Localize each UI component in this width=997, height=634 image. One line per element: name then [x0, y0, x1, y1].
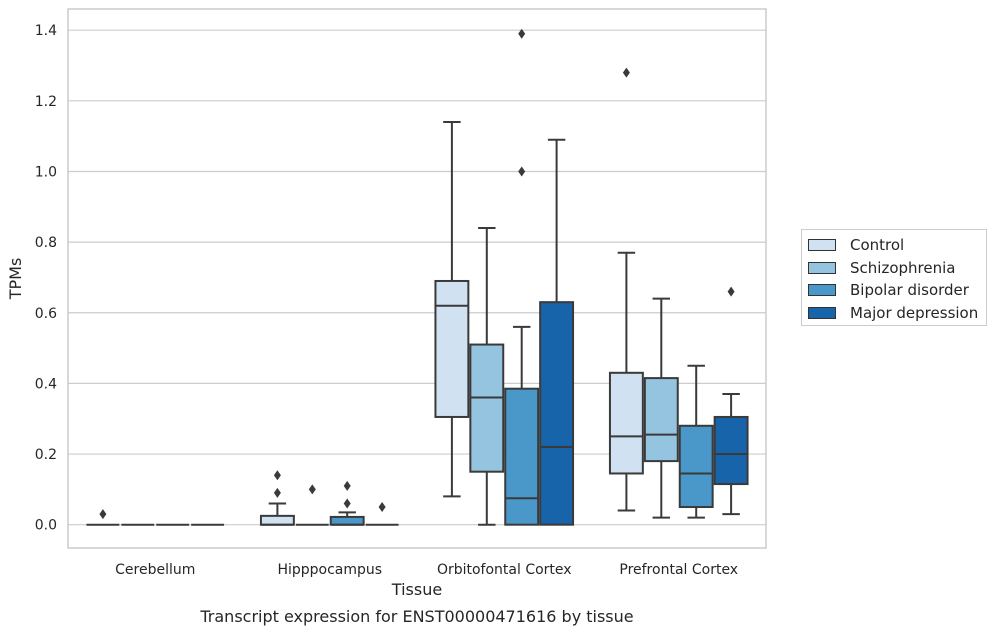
legend-swatch [808, 284, 836, 297]
box-body [713, 415, 749, 486]
y-tick-label: 1.0 [35, 164, 57, 180]
y-tick-labels: 0.0 0.2 0.4 0.6 0.8 1.0 1.2 1.4 [35, 23, 57, 533]
outlier-point [622, 67, 630, 78]
legend-item-schizophrenia: Schizophrenia [808, 257, 986, 280]
box [608, 67, 644, 512]
y-tick-label: 0.0 [35, 518, 57, 534]
box-body [608, 371, 644, 475]
outlier-point [308, 484, 316, 495]
legend-swatch [808, 306, 836, 319]
outlier-point [273, 487, 281, 498]
x-tick-label: Orbitofontal Cortex [437, 562, 572, 578]
box-body [259, 514, 295, 526]
outlier-point [273, 470, 281, 481]
legend-label: Control [850, 236, 905, 255]
outlier-point [727, 286, 735, 297]
box [678, 364, 714, 519]
legend-label: Bipolar disorder [850, 281, 969, 300]
box-body [643, 377, 679, 463]
box [713, 286, 749, 516]
box [469, 226, 505, 526]
legend-label: Schizophrenia [850, 258, 956, 277]
box [259, 470, 295, 526]
outlier-point [343, 480, 351, 491]
y-tick-label: 1.2 [35, 94, 57, 110]
box [329, 480, 365, 526]
outlier-point [99, 509, 107, 520]
box [86, 509, 120, 526]
x-tick-label: Prefrontal Cortex [619, 562, 738, 578]
legend-label: Major depression [850, 303, 979, 322]
outlier-point [518, 166, 526, 177]
x-tick-labels: Cerebellum Hipppocampus Orbitofontal Corte… [115, 562, 738, 578]
x-tick-label: Cerebellum [115, 562, 195, 578]
outlier-point [518, 28, 526, 39]
box [539, 138, 575, 526]
x-axis-label: Tissue [391, 580, 442, 599]
box-body [678, 424, 714, 509]
legend-item-bipolar-disorder: Bipolar disorder [808, 279, 986, 302]
box [504, 28, 540, 526]
box [434, 121, 470, 498]
legend-swatch [808, 261, 836, 274]
plot-frame [67, 8, 767, 549]
legend-swatch [808, 239, 836, 252]
legend-item-major-depression: Major depression [808, 302, 986, 325]
outlier-point [343, 498, 351, 509]
box [295, 484, 329, 526]
y-tick-label: 0.4 [35, 376, 57, 392]
box-body [539, 301, 575, 526]
y-tick-label: 0.6 [35, 306, 57, 322]
x-tick-label: Hipppocampus [277, 562, 382, 578]
box-body [504, 387, 540, 526]
outlier-point [378, 502, 386, 513]
box-body [434, 279, 470, 418]
chart-title: Transcript expression for ENST0000047161… [199, 607, 633, 626]
legend-item-control: Control [808, 234, 986, 257]
y-axis-label: TPMs [6, 258, 25, 301]
box-body [469, 343, 505, 473]
box [365, 502, 399, 526]
grid-lines [68, 29, 766, 526]
y-tick-label: 0.8 [35, 235, 57, 251]
legend: Control Schizophrenia Bipolar disorder M… [801, 229, 987, 326]
y-tick-label: 0.2 [35, 447, 57, 463]
y-tick-label: 1.4 [35, 23, 57, 39]
box [643, 297, 679, 519]
box-body [329, 515, 365, 526]
box-groups [86, 28, 749, 526]
